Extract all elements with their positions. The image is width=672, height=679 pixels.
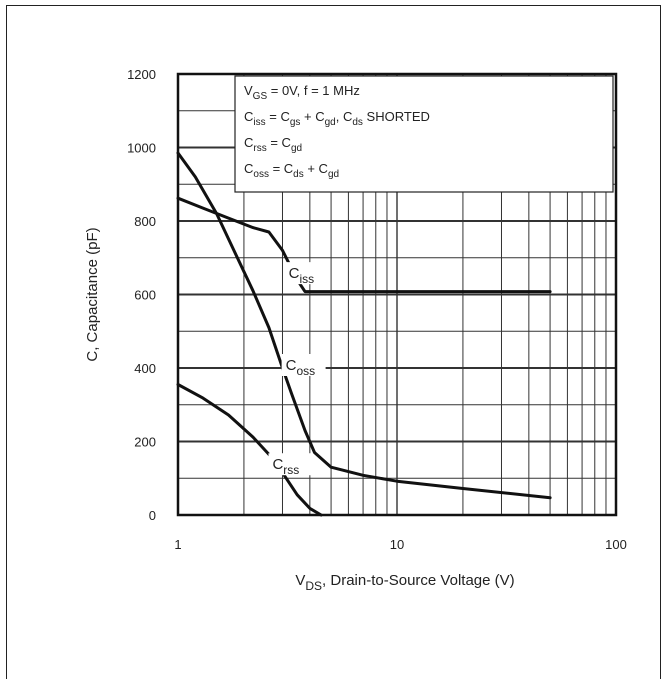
y-tick-label: 200 <box>134 435 156 450</box>
y-tick-label: 400 <box>134 361 156 376</box>
curve-label-sub: oss <box>296 364 315 378</box>
legend-line: Coss = Cds + Cgd <box>244 161 339 180</box>
legend-subscript: gd <box>328 169 339 180</box>
y-tick-label: 0 <box>149 508 156 523</box>
legend-text-part: = C <box>269 161 293 176</box>
x-label-sub: DS <box>305 579 322 593</box>
legend-subscript: oss <box>253 169 269 180</box>
legend-line: Crss = Cgd <box>244 135 302 154</box>
curve-label-sub: iss <box>299 272 314 286</box>
x-tick-label: 10 <box>390 537 404 552</box>
legend-subscript: ds <box>352 117 363 128</box>
curve-label-bg <box>268 453 313 476</box>
legend-text-part: C <box>244 109 253 124</box>
legend-text-part: V <box>244 83 253 98</box>
curve-label-main: C <box>272 456 283 473</box>
legend-text-part: = 0V, f = 1 MHz <box>267 83 360 98</box>
legend-line: VGS = 0V, f = 1 MHz <box>244 83 360 102</box>
legend-line: Ciss = Cgs + Cgd, Cds SHORTED <box>244 109 430 128</box>
legend-text-part: + C <box>304 161 328 176</box>
legend-text-part: C <box>244 135 253 150</box>
x-label-main: V <box>295 572 305 589</box>
curve-label-iss: Ciss <box>289 265 315 286</box>
y-tick-label: 1200 <box>127 67 156 82</box>
legend-text-part: + C <box>300 109 324 124</box>
legend-subscript: gd <box>291 143 302 154</box>
legend-text-part: = C <box>266 109 290 124</box>
series-rss-line <box>176 383 323 517</box>
legend-subscript: GS <box>253 91 268 102</box>
curve-label-bg <box>284 262 329 285</box>
x-label-rest: , Drain-to-Source Voltage (V) <box>322 572 515 589</box>
series-oss-line <box>176 151 552 500</box>
series-iss-line <box>176 196 552 294</box>
legend-text-part: , C <box>336 109 353 124</box>
series-layer <box>176 151 552 517</box>
curve-label-main: C <box>289 265 300 282</box>
curve-label-oss: Coss <box>286 357 316 378</box>
legend-text-part: = C <box>267 135 291 150</box>
legend-subscript: gs <box>290 117 301 128</box>
x-axis-label: VDS, Drain-to-Source Voltage (V) <box>295 572 514 593</box>
curve-label-sub: rss <box>283 463 299 477</box>
legend-subscript: rss <box>253 143 266 154</box>
y-tick-label: 1000 <box>127 141 156 156</box>
legend-text-part: C <box>244 161 253 176</box>
plot-border <box>176 72 618 517</box>
y-axis-label: C, Capacitance (pF) <box>84 227 101 361</box>
y-tick-label: 800 <box>134 214 156 229</box>
legend-text-part: SHORTED <box>363 109 430 124</box>
y-tick-label: 600 <box>134 288 156 303</box>
x-tick-label: 1 <box>174 537 181 552</box>
legend-subscript: ds <box>293 169 304 180</box>
tick-labels: 0 200 400 600 800 1000 1200 1 10 100 <box>127 67 627 552</box>
curve-label-bg <box>281 354 326 376</box>
legend-subscript: iss <box>253 117 265 128</box>
curve-label-rss: Crss <box>272 456 299 477</box>
legend-subscript: gd <box>325 117 336 128</box>
legend-box <box>234 75 614 193</box>
x-tick-label: 100 <box>605 537 627 552</box>
curve-label-main: C <box>286 357 297 374</box>
